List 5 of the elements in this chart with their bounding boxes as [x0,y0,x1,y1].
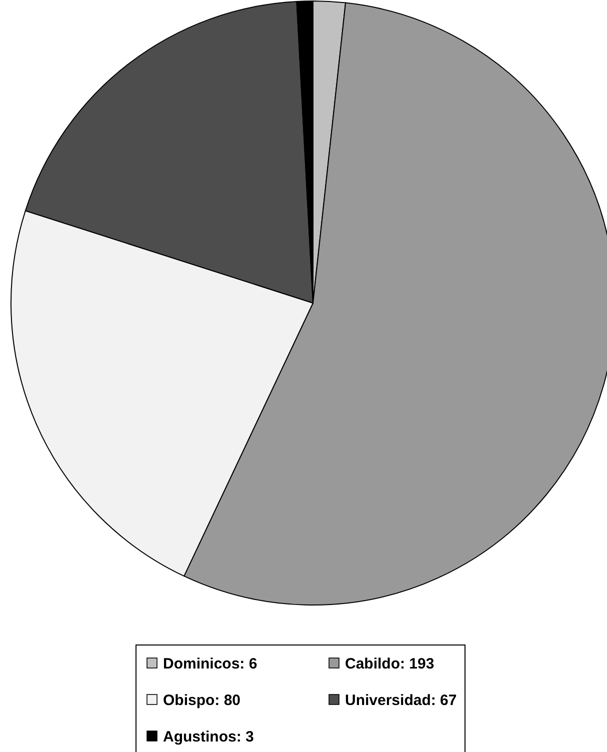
legend-label: Agustinos: 3 [163,728,254,746]
legend-label: Obispo: 80 [163,692,241,709]
legend-label: Dominicos: 6 [163,656,258,672]
legend-label: Universidad: 67 [345,692,457,709]
legend-label: Cabildo: 193 [345,656,434,672]
